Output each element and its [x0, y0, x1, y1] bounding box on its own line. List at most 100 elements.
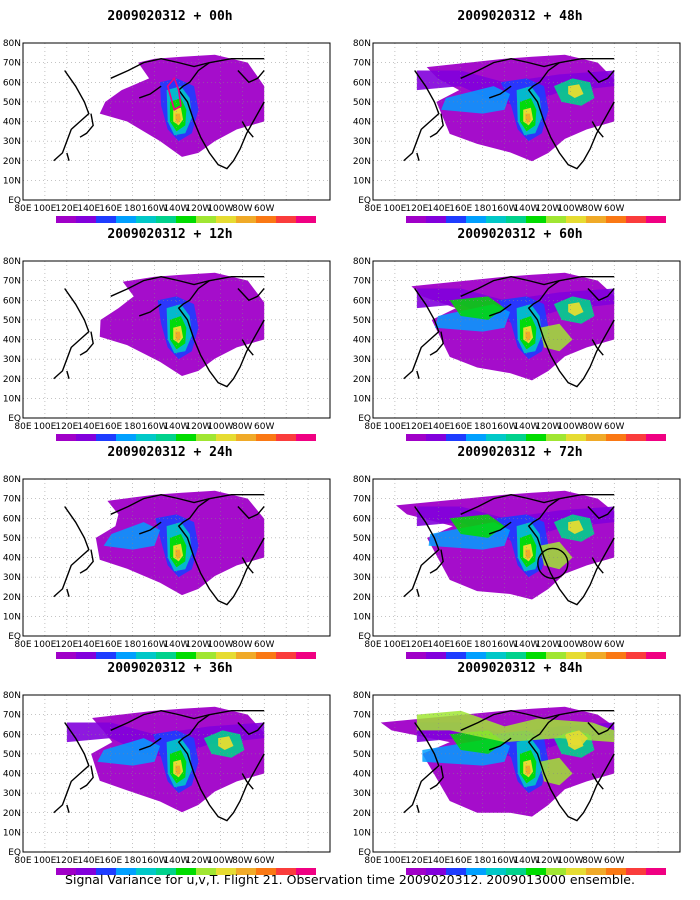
- lon-tick-label: 160W: [492, 640, 518, 650]
- variance-contour: [441, 86, 511, 114]
- lat-tick-label: 60N: [353, 296, 371, 306]
- colorbar-swatch: [116, 652, 136, 659]
- lon-tick-label: 140W: [163, 856, 189, 866]
- signal-variance-field: [380, 706, 615, 817]
- lat-tick-label: 40N: [353, 554, 371, 564]
- lat-tick-label: 50N: [353, 534, 371, 544]
- lon-tick-label: 180: [124, 856, 141, 866]
- variance-contour: [525, 331, 531, 342]
- variance-contour: [175, 549, 181, 560]
- coastlines: [53, 709, 265, 822]
- lon-tick-label: 80W: [582, 204, 602, 214]
- lon-tick-label: 160W: [492, 856, 518, 866]
- variance-contour: [564, 730, 588, 747]
- colorbar-swatch: [406, 434, 426, 441]
- lat-tick-label: EQ: [8, 848, 21, 858]
- colorbar-swatch: [486, 868, 506, 875]
- colorbar-swatch: [526, 868, 546, 875]
- lon-tick-label: 100E: [383, 856, 406, 866]
- colorbar-swatch: [506, 868, 526, 875]
- lon-tick-label: 100W: [207, 640, 233, 650]
- lon-tick-label: 100W: [207, 422, 233, 432]
- colorbar-swatch: [486, 652, 506, 659]
- lon-tick-label: 120W: [535, 422, 561, 432]
- lon-tick-label: 100W: [557, 856, 583, 866]
- lat-tick-label: 60N: [3, 514, 21, 524]
- lat-tick-label: 80N: [3, 39, 21, 49]
- lon-tick-label: 120W: [185, 640, 211, 650]
- lon-tick-label: 100W: [557, 640, 583, 650]
- lon-tick-label: 120E: [55, 856, 78, 866]
- figure-caption: Signal Variance for u,v,T. Flight 21. Ob…: [65, 872, 635, 887]
- colorbar-swatch: [276, 868, 296, 875]
- coastlines: [53, 57, 265, 170]
- colorbar-swatch: [646, 434, 666, 441]
- colorbar-swatch: [56, 216, 76, 223]
- colorbar-swatch: [586, 216, 606, 223]
- lat-tick-label: 10N: [3, 176, 21, 186]
- lon-tick-label: 60W: [604, 422, 624, 432]
- lat-tick-label: 60N: [353, 730, 371, 740]
- lon-tick-label: 180: [474, 856, 491, 866]
- colorbar-swatch: [256, 652, 276, 659]
- lon-tick-label: 80W: [232, 204, 252, 214]
- lat-tick-label: 20N: [3, 375, 21, 385]
- variance-contour: [175, 765, 181, 776]
- lon-tick-label: 60W: [254, 204, 274, 214]
- colorbar-swatch: [296, 652, 316, 659]
- lon-tick-label: 140E: [77, 204, 100, 214]
- colorbar-swatch: [566, 652, 586, 659]
- colorbar-swatch: [216, 652, 236, 659]
- colorbar-swatch: [296, 434, 316, 441]
- signal-variance-field: [396, 490, 615, 600]
- lon-tick-label: 60W: [604, 204, 624, 214]
- colorbar-swatch: [546, 652, 566, 659]
- colorbar-swatch: [586, 868, 606, 875]
- coastlines: [403, 57, 615, 170]
- variance-contour: [449, 514, 505, 538]
- colorbar-swatch: [506, 652, 526, 659]
- lon-tick-label: 80W: [232, 856, 252, 866]
- lon-tick-label: 80W: [582, 856, 602, 866]
- title-p60: 2009020312 + 60h: [457, 227, 583, 242]
- lat-tick-label: 10N: [353, 394, 371, 404]
- colorbar-swatch: [136, 434, 156, 441]
- lat-tick-label: 30N: [3, 355, 21, 365]
- colorbar-swatch: [156, 216, 176, 223]
- colorbar-swatch: [526, 434, 546, 441]
- lon-tick-label: 160E: [99, 422, 122, 432]
- lon-tick-label: 80E: [14, 640, 31, 650]
- colorbar-swatch: [446, 868, 466, 875]
- colorbar-swatch: [296, 216, 316, 223]
- colorbar: 1.82.23.145.16.37.591114212940: [406, 652, 666, 659]
- lat-tick-label: 10N: [353, 828, 371, 838]
- colorbar: 1.82.23.145.16.37.591114212940: [406, 434, 666, 441]
- variance-contour: [525, 113, 531, 124]
- colorbar-swatch: [276, 216, 296, 223]
- colorbar-swatch: [546, 216, 566, 223]
- lon-tick-label: 100W: [207, 856, 233, 866]
- colorbar-swatch: [96, 652, 116, 659]
- lat-tick-label: 70N: [353, 59, 371, 69]
- lon-tick-label: 180: [124, 640, 141, 650]
- lat-tick-label: 70N: [3, 277, 21, 287]
- colorbar-swatch: [506, 216, 526, 223]
- colorbar-swatch: [256, 868, 276, 875]
- colorbar-swatch: [236, 434, 256, 441]
- coastlines: [403, 709, 615, 822]
- lon-tick-label: 80W: [582, 422, 602, 432]
- lat-tick-label: 40N: [3, 118, 21, 128]
- lat-tick-label: 50N: [353, 316, 371, 326]
- lon-tick-label: 60W: [604, 640, 624, 650]
- colorbar-swatch: [296, 868, 316, 875]
- lon-tick-label: 160W: [142, 422, 168, 432]
- lon-tick-label: 140W: [513, 856, 539, 866]
- lon-tick-label: 160E: [99, 856, 122, 866]
- lon-tick-label: 120E: [405, 204, 428, 214]
- variance-contour: [539, 757, 573, 786]
- lat-tick-label: 20N: [3, 593, 21, 603]
- lon-tick-label: 100E: [383, 422, 406, 432]
